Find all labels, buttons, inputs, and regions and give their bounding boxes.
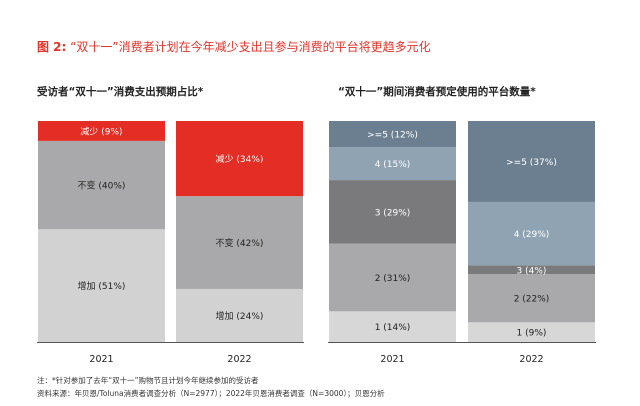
right-chart-title: “双十一”期间消费者预定使用的平台数量* (338, 86, 536, 98)
chart1-data-label-2022-1: 增加 (24%) (216, 310, 264, 322)
chart2-data-label-2021-5: >=5 (12%) (367, 131, 418, 141)
chart1-x-tick-2022: 2022 (227, 354, 251, 365)
figure-label: 图 2: (37, 40, 67, 54)
chart2-data-label-2021-4: 4 (15%) (375, 160, 411, 170)
figure-title-text: “双十一”消费者计划在今年减少支出且参与消费的平台将更趋多元化 (70, 40, 431, 54)
source-note: 资料来源：年贝恩/Toluna消费者调查分析（N=2977）；2022年贝恩消费… (37, 389, 385, 398)
chart1-data-label-2022-2: 不变 (42%) (216, 237, 264, 249)
chart2-bar-2021-segment-5 (329, 121, 456, 148)
chart1-bar-2021-segment-2 (38, 140, 165, 230)
chart2-bar-2021-segment-1 (329, 311, 456, 342)
chart1-bar-2022-segment-1 (176, 288, 303, 342)
chart2-bar-2021-segment-2 (329, 243, 456, 312)
chart2-x-tick-2022: 2022 (519, 354, 543, 365)
chart2-bar-2022-segment-5 (468, 121, 595, 202)
chart2-data-label-2022-5: >=5 (37%) (506, 158, 557, 168)
chart1-bar-2021-segment-1 (38, 229, 165, 342)
chart1-bar-2021-segment-3 (38, 121, 165, 141)
chart2-data-label-2021-3: 3 (29%) (375, 208, 411, 218)
chart2-data-label-2021-1: 1 (14%) (375, 323, 411, 333)
chart2-data-label-2021-2: 2 (31%) (375, 274, 411, 284)
chart2-bar-2022-segment-3 (468, 265, 595, 275)
chart2-bar-2022-segment-1 (468, 322, 595, 342)
left-chart-title: 受访者“双十一”消费支出预期占比* (37, 86, 204, 98)
chart1-data-label-2022-3: 减少 (34%) (216, 153, 264, 165)
chart2-bar-2021-segment-3 (329, 180, 456, 244)
chart1-data-label-2021-3: 减少 (9%) (80, 125, 122, 137)
chart2-bar-2022-segment-4 (468, 201, 595, 266)
chart1-data-label-2021-1: 增加 (51%) (78, 280, 126, 292)
chart1-bar-2022-segment-2 (176, 196, 303, 289)
chart2-data-label-2022-4: 4 (29%) (514, 230, 550, 240)
chart2-bar-2021-segment-4 (329, 147, 456, 181)
chart1-data-label-2021-2: 不变 (40%) (78, 180, 126, 192)
chart2-data-label-2022-2: 2 (22%) (514, 295, 550, 305)
chart2-data-label-2022-3: 3 (4%) (517, 266, 547, 276)
chart1-bar-2022-segment-3 (176, 121, 303, 197)
footnote: 注：*针对参加了去年“双十一”购物节且计划今年继续参加的受访者 (37, 376, 259, 385)
figure-title: 图 2: “双十一”消费者计划在今年减少支出且参与消费的平台将更趋多元化 (37, 38, 431, 55)
chart2-bar-2022-segment-2 (468, 274, 595, 323)
chart2-x-tick-2021: 2021 (380, 354, 404, 365)
chart2-data-label-2022-1: 1 (9%) (517, 329, 547, 339)
chart1-x-tick-2021: 2021 (89, 354, 113, 365)
